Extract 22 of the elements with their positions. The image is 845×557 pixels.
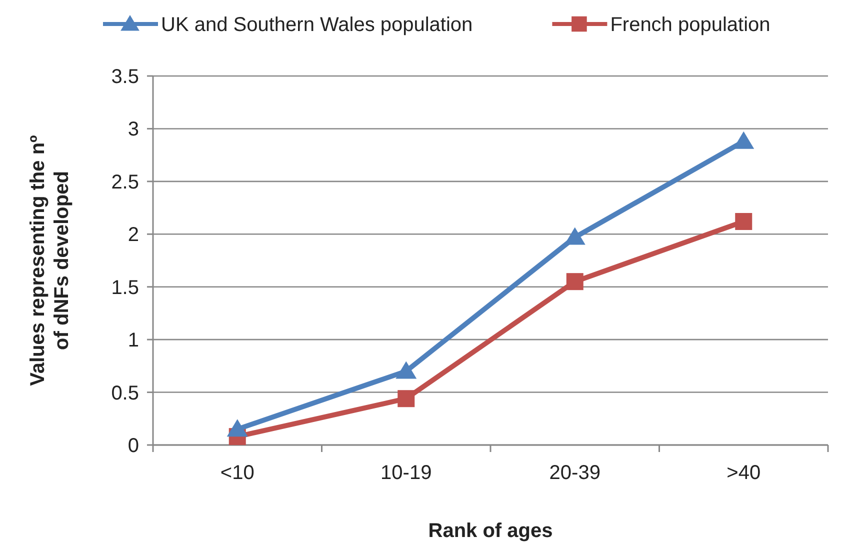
point — [735, 212, 752, 230]
y-axis-title: Values representing the nº of dNFs developed — [26, 134, 74, 388]
y-tick-label: 0 — [128, 435, 139, 457]
y-tick-label: 1.5 — [111, 276, 139, 299]
legend-label: UK and Southern Wales population — [161, 14, 473, 36]
point — [398, 390, 415, 408]
y-tick-label: 0.5 — [111, 382, 139, 404]
x-tick-label: >40 — [726, 462, 761, 484]
x-tick-label: 20-39 — [549, 462, 600, 484]
x-axis-title: Rank of ages — [428, 520, 553, 542]
y-tick-label: 1 — [128, 330, 139, 352]
x-tick-label: <10 — [220, 462, 254, 484]
point — [396, 361, 417, 379]
point — [226, 419, 248, 437]
legend-label: French population — [610, 14, 770, 36]
x-tick-label: 10-19 — [380, 462, 432, 484]
y-tick-label: 3 — [128, 118, 139, 141]
point — [733, 131, 754, 149]
y-tick-label: 2.5 — [111, 171, 139, 194]
y-tick-label: 3.5 — [111, 66, 139, 88]
y-tick-label: 2 — [128, 224, 139, 246]
point — [566, 273, 584, 290]
